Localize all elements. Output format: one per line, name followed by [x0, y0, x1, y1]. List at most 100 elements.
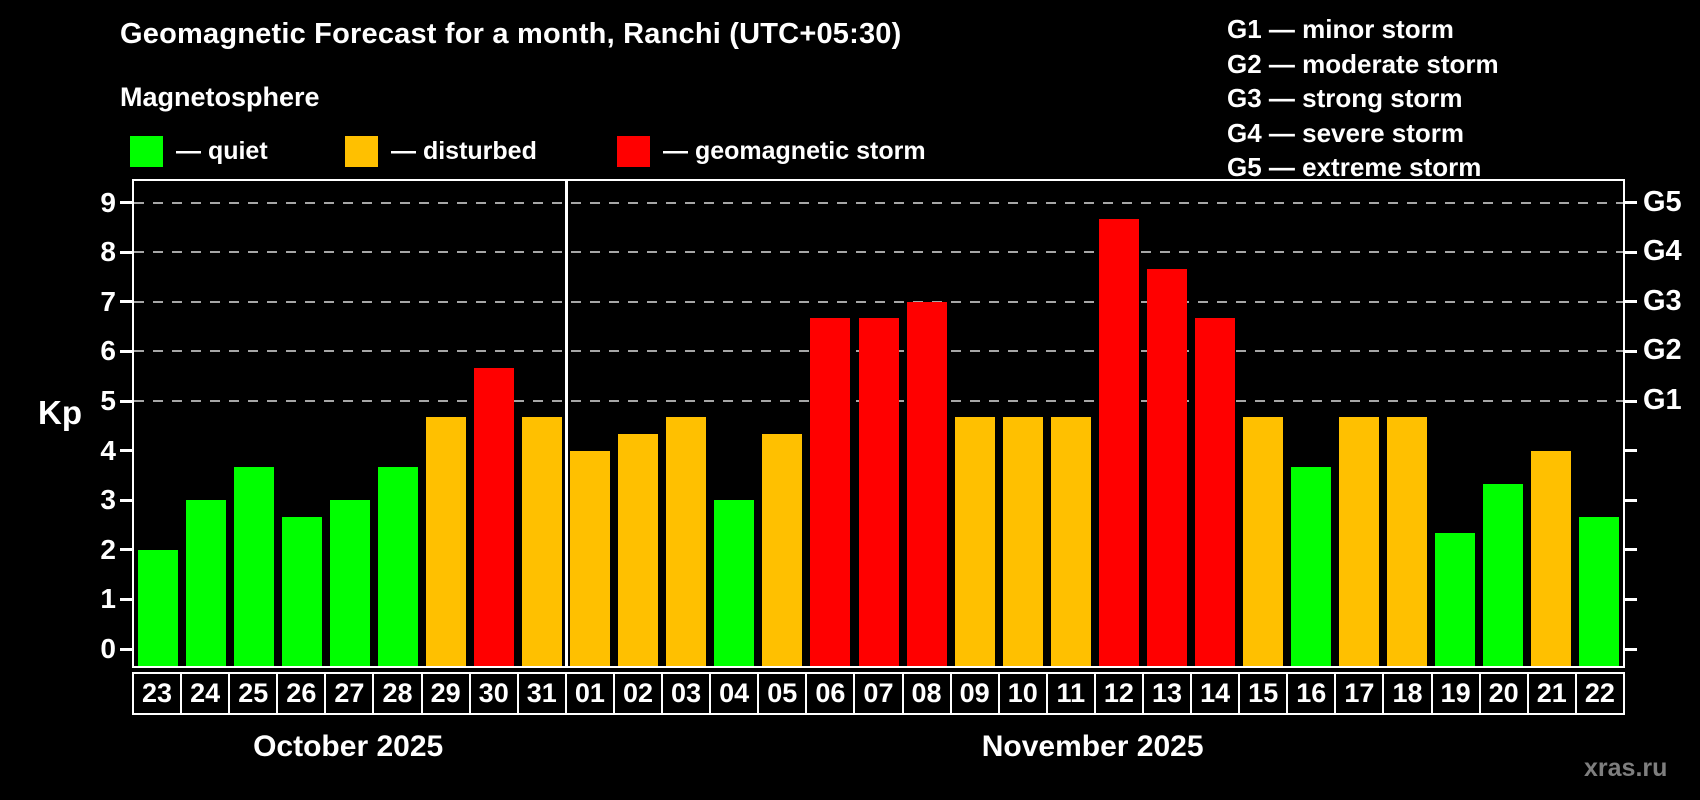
day-label-november-12: 12: [1093, 672, 1144, 715]
kp-bar-november-15: [1242, 417, 1283, 666]
day-label-october-29: 29: [420, 672, 471, 715]
y-axis-tick-label-0: 0: [100, 633, 116, 664]
day-labels-row: 23 24 25 26 27 28 29 30 31 01 02 03 04 05 06 07 08 09 10 11…: [132, 672, 1625, 715]
day-label-november-20: 20: [1478, 672, 1529, 715]
day-label-november-17: 17: [1334, 672, 1385, 715]
y-axis-tick-right-2: [1625, 548, 1637, 552]
day-label-november-04: 04: [709, 672, 760, 715]
kp-bar-november-01: [570, 450, 611, 666]
kp-bar-november-09: [954, 417, 995, 666]
y-axis-tick-left-6: [120, 349, 132, 353]
day-label-november-13: 13: [1141, 672, 1193, 715]
legend-item-storm: — geomagnetic storm: [617, 136, 926, 167]
y-axis-tick-label-5: 5: [100, 385, 116, 416]
g-scale-label-g1: G1: [1643, 384, 1682, 416]
y-axis-tick-left-5: [120, 399, 132, 403]
day-label-november-06: 06: [805, 672, 856, 715]
g-legend-line-3: G3 — strong storm: [1227, 83, 1463, 113]
legend-swatch-storm-icon: [617, 136, 650, 167]
day-label-november-05: 05: [757, 672, 808, 715]
kp-bar-november-10: [1002, 417, 1043, 666]
day-label-october-26: 26: [276, 672, 327, 715]
y-axis-tick-left-1: [120, 597, 132, 601]
day-label-october-31: 31: [516, 672, 567, 715]
y-axis-tick-left-0: [120, 647, 132, 651]
kp-bar-november-20: [1482, 483, 1523, 666]
kp-bar-november-17: [1338, 417, 1379, 666]
kp-bar-november-22: [1578, 516, 1619, 666]
kp-bar-october-23: [138, 549, 179, 666]
day-label-november-19: 19: [1430, 672, 1481, 715]
legend-label-storm: — geomagnetic storm: [663, 137, 926, 165]
y-axis-tick-left-2: [120, 548, 132, 552]
g-legend-line-5: G5 — extreme storm: [1227, 152, 1482, 182]
kp-bar-october-28: [378, 466, 419, 666]
legend-label-disturbed: — disturbed: [391, 137, 537, 165]
y-axis-tick-label-4: 4: [100, 434, 116, 466]
plot-area: [132, 179, 1625, 668]
legend-swatch-disturbed-icon: [345, 136, 378, 167]
y-axis-tick-right-1: [1625, 597, 1637, 601]
day-label-october-30: 30: [468, 672, 519, 715]
day-label-november-08: 08: [901, 672, 952, 715]
y-axis-tick-label-7: 7: [100, 285, 116, 317]
kp-bar-november-11: [1050, 417, 1091, 666]
kp-bar-october-24: [186, 500, 227, 666]
month-separator-line: [564, 181, 568, 666]
kp-bar-october-25: [234, 466, 275, 666]
y-axis-tick-left-4: [120, 449, 132, 453]
gridline-kp-9: [134, 201, 1623, 204]
day-label-october-28: 28: [372, 672, 423, 715]
y-axis-tick-right-7: [1625, 300, 1637, 304]
y-axis-tick-left-9: [120, 201, 132, 205]
kp-bar-november-21: [1530, 450, 1571, 666]
g-legend-line-4: G4 — severe storm: [1227, 117, 1465, 148]
watermark: xras.ru: [1584, 754, 1668, 782]
day-label-november-18: 18: [1382, 672, 1433, 715]
day-label-november-09: 09: [949, 672, 1000, 715]
chart-subtitle: Magnetosphere: [120, 82, 320, 112]
kp-bar-november-02: [618, 434, 659, 666]
gridline-kp-8: [134, 251, 1623, 254]
day-label-november-16: 16: [1286, 672, 1337, 715]
y-axis-tick-label-1: 1: [100, 583, 116, 615]
kp-bar-november-03: [666, 417, 707, 666]
gridline-kp-7: [134, 300, 1623, 303]
day-label-november-21: 21: [1526, 672, 1577, 715]
page-title: Geomagnetic Forecast for a month, Ranchi…: [120, 18, 902, 50]
legend-swatch-quiet-icon: [130, 136, 163, 167]
kp-bar-november-04: [714, 500, 755, 666]
kp-bar-november-18: [1386, 417, 1427, 666]
y-axis-label: Kp: [38, 394, 82, 431]
day-label-november-10: 10: [997, 672, 1048, 715]
g-scale-label-g4: G4: [1643, 235, 1682, 268]
g-scale-label-g3: G3: [1643, 284, 1682, 317]
y-axis-tick-label-9: 9: [100, 186, 116, 218]
kp-bar-november-06: [810, 318, 851, 666]
y-axis-tick-right-8: [1625, 250, 1637, 254]
kp-bar-october-29: [426, 417, 467, 666]
day-label-november-07: 07: [853, 672, 904, 715]
kp-bar-october-31: [522, 417, 563, 666]
kp-bar-november-07: [858, 318, 899, 666]
y-axis-tick-label-8: 8: [100, 236, 116, 268]
kp-bar-october-27: [330, 500, 371, 666]
kp-bar-november-08: [906, 301, 947, 666]
y-axis-tick-right-3: [1625, 498, 1637, 502]
day-label-november-15: 15: [1238, 672, 1289, 715]
y-axis-tick-left-3: [120, 498, 132, 502]
g-legend-line-2: G2 — moderate storm: [1227, 48, 1499, 79]
month-label-november: November 2025: [981, 730, 1204, 763]
kp-bar-october-30: [474, 367, 515, 666]
g-legend-line-1: G1 — minor storm: [1227, 14, 1454, 44]
y-axis-tick-right-5: [1625, 399, 1637, 403]
y-axis-tick-left-7: [120, 300, 132, 304]
y-axis-tick-label-2: 2: [100, 533, 116, 565]
kp-bar-november-16: [1290, 466, 1331, 666]
day-label-november-14: 14: [1190, 672, 1241, 715]
day-label-november-22: 22: [1574, 672, 1625, 715]
y-axis-tick-label-3: 3: [100, 484, 116, 516]
kp-bar-october-26: [282, 516, 323, 666]
y-axis-tick-label-6: 6: [100, 335, 116, 367]
